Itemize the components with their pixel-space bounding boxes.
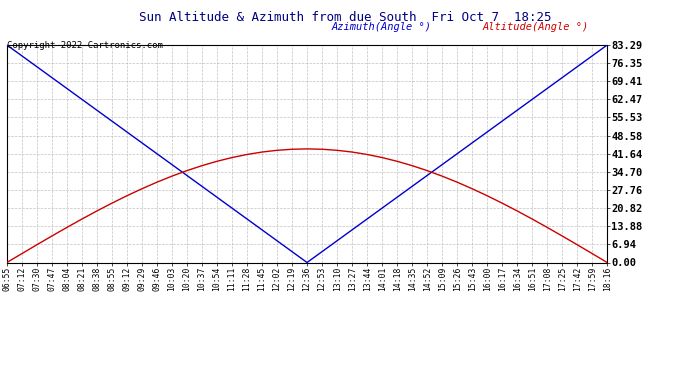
Text: Azimuth(Angle °): Azimuth(Angle °) (331, 22, 431, 33)
Text: Altitude(Angle °): Altitude(Angle °) (483, 22, 589, 33)
Text: Copyright 2022 Cartronics.com: Copyright 2022 Cartronics.com (7, 41, 163, 50)
Text: Sun Altitude & Azimuth from due South  Fri Oct 7  18:25: Sun Altitude & Azimuth from due South Fr… (139, 11, 551, 24)
